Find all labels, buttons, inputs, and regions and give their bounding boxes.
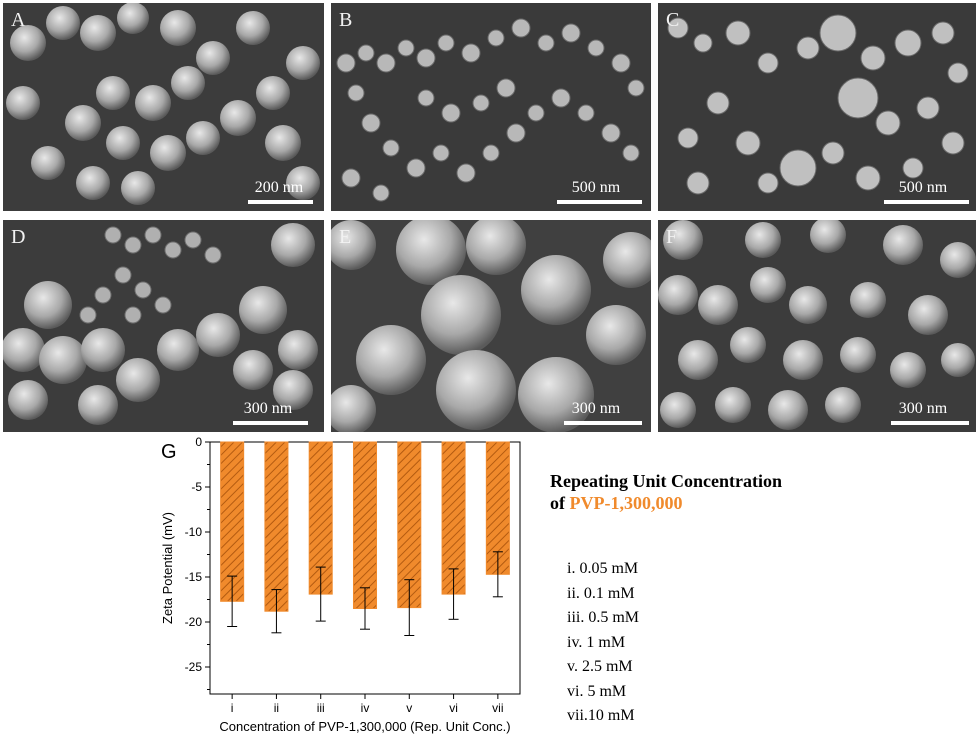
x-tick-label: v xyxy=(406,701,412,715)
sem-panel-d: D 300 nm xyxy=(3,220,324,432)
legend-title-accent: PVP-1,300,000 xyxy=(569,493,683,513)
y-tick-label: -25 xyxy=(185,660,203,674)
legend-title-of: of xyxy=(550,493,570,513)
scale-bar-b xyxy=(557,200,642,204)
sem-image-b xyxy=(331,3,651,211)
sem-panel-f: F 300 nm xyxy=(658,220,976,432)
sem-image-d xyxy=(3,220,324,432)
x-axis-label: Concentration of PVP-1,300,000 (Rep. Uni… xyxy=(219,719,510,734)
y-tick-label: -15 xyxy=(185,570,203,584)
scale-bar-a xyxy=(248,200,313,204)
sem-panel-b: B 500 nm xyxy=(331,3,651,211)
chart-canvas: 0-5-10-15-20-25i ii iii iv v vi viiConcentrati… xyxy=(160,435,521,734)
x-tick-label: iv xyxy=(361,701,370,715)
scale-bar-d xyxy=(233,421,308,425)
scale-label-f: 300 nm xyxy=(898,400,948,417)
sem-panel-a: A 200 nm xyxy=(3,3,324,211)
legend-item: i. 0.05 mM xyxy=(567,560,639,577)
legend-title: Repeating Unit Concentration of PVP-1,30… xyxy=(550,470,782,514)
legend-title-line1: Repeating Unit Concentration xyxy=(550,471,782,491)
bar-iv xyxy=(352,441,378,609)
sem-image-f xyxy=(658,220,976,432)
scale-label-d: 300 nm xyxy=(243,400,293,417)
sem-image-a xyxy=(3,3,324,211)
legend-item: iii. 0.5 mM xyxy=(567,609,640,626)
sem-panel-c: C 500 nm xyxy=(658,3,976,211)
y-tick-label: -20 xyxy=(185,615,203,629)
scale-bar-e xyxy=(564,421,642,425)
zeta-potential-chart: 0 -5 -10 -15 -20 -25 i ii iii iv v vi vii Concentrati… xyxy=(150,432,550,744)
scale-label-a: 200 nm xyxy=(254,179,304,196)
panel-label-e: E xyxy=(339,226,352,248)
panel-label-a: A xyxy=(11,9,26,31)
y-tick-label: -5 xyxy=(191,480,202,494)
legend-list: i. 0.05 mM ii. 0.1 mM iii. 0.5 mM iv. 1 … xyxy=(567,557,639,729)
y-axis-label: Zeta Potential (mV) xyxy=(160,512,175,624)
x-tick-label: vi xyxy=(449,701,458,715)
legend-item: vii.10 mM xyxy=(567,707,635,724)
scale-bar-f xyxy=(891,421,969,425)
legend-item: v. 2.5 mM xyxy=(567,658,633,675)
x-tick-label: vii xyxy=(492,701,503,715)
panel-label-b: B xyxy=(339,9,353,31)
legend-item: iv. 1 mM xyxy=(567,633,626,651)
legend-title-line2: of PVP-1,300,000 xyxy=(550,492,782,514)
scale-label-b: 500 nm xyxy=(571,179,621,196)
panel-label-f: F xyxy=(666,226,678,248)
scale-label-e: 300 nm xyxy=(571,400,621,417)
scale-bar-c xyxy=(884,200,969,204)
sem-image-c xyxy=(658,3,976,211)
scale-label-c: 500 nm xyxy=(898,179,948,196)
x-tick-label: ii xyxy=(274,701,279,715)
y-tick-label: -10 xyxy=(185,525,203,539)
legend-item: ii. 0.1 mM xyxy=(567,584,635,602)
panel-label-g: G xyxy=(161,441,177,463)
y-tick-label: 0 xyxy=(195,435,202,449)
legend-item: vi. 5 mM xyxy=(567,682,627,700)
panel-label-c: C xyxy=(666,9,680,31)
panel-label-d: D xyxy=(11,226,26,248)
bar-ii xyxy=(264,441,289,612)
x-tick-label: i xyxy=(231,701,234,715)
x-tick-label: iii xyxy=(317,701,325,715)
sem-panel-e: E 300 nm xyxy=(331,220,651,432)
sem-image-e xyxy=(331,220,651,432)
